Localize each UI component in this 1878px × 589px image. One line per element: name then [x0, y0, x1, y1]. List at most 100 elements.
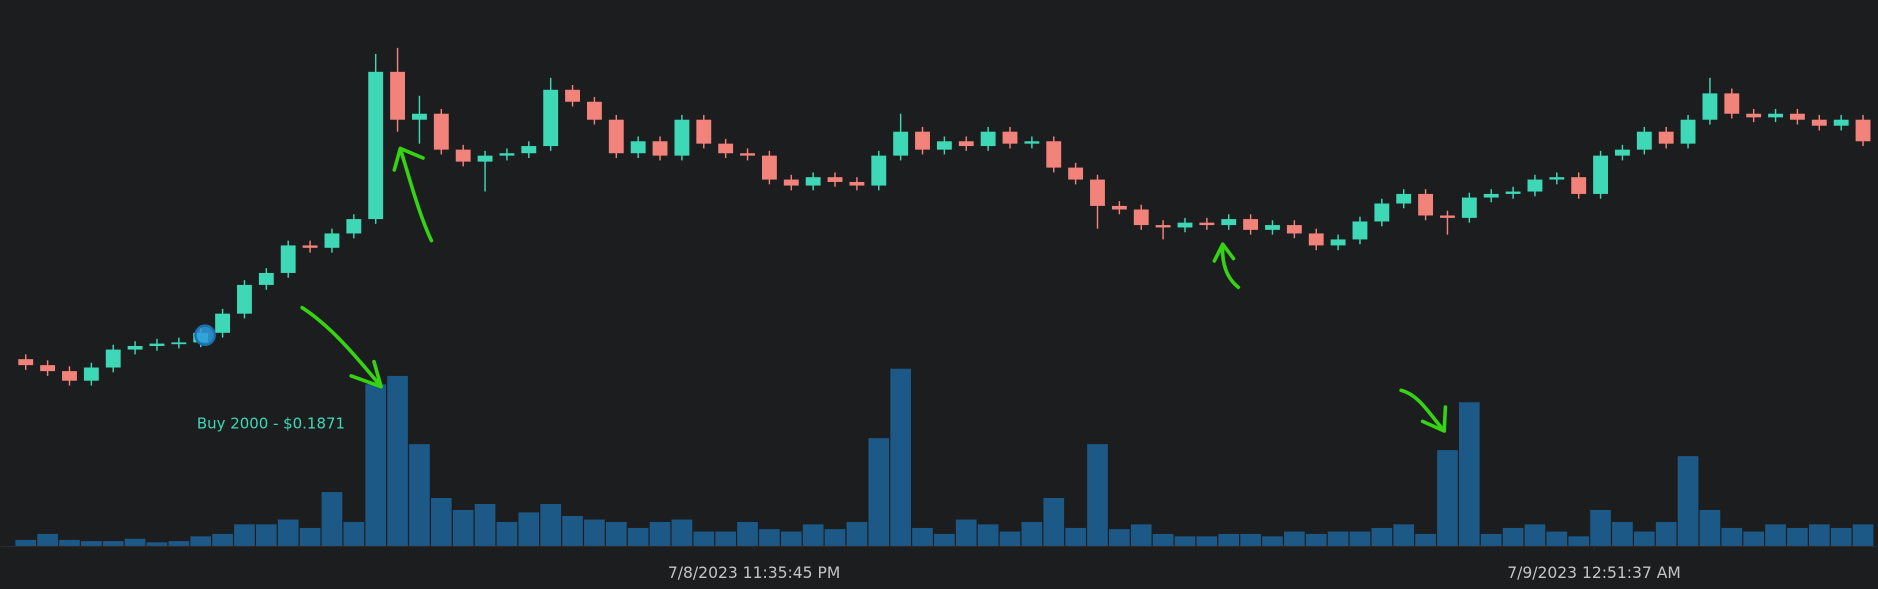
- volume-bar: [955, 519, 977, 546]
- volume-bar: [1196, 536, 1218, 546]
- candle-body: [1221, 219, 1237, 226]
- candle-body: [1177, 222, 1193, 228]
- volume-bar: [1633, 531, 1655, 546]
- candle-body: [1265, 225, 1280, 230]
- volume-bar: [452, 509, 474, 546]
- volume-bar: [802, 524, 824, 546]
- volume-bar: [365, 384, 387, 546]
- candle-body: [652, 141, 668, 156]
- candle-body: [740, 153, 755, 156]
- candle-body: [499, 153, 515, 156]
- volume-bar: [474, 504, 496, 546]
- volume-bar: [1415, 533, 1436, 546]
- volume-bar: [234, 524, 255, 546]
- candle-body: [1308, 233, 1324, 246]
- volume-bar: [1568, 536, 1590, 546]
- volume-bar: [562, 515, 583, 546]
- volume-bar: [890, 368, 911, 546]
- volume-bar: [715, 531, 736, 546]
- candle-body: [1768, 113, 1783, 118]
- volume-bar: [1677, 456, 1699, 546]
- volume-bar: [277, 519, 299, 546]
- arrow: [1399, 388, 1448, 433]
- trade-marker: [194, 324, 216, 346]
- volume-bar: [605, 521, 627, 546]
- volume-bar: [540, 504, 562, 546]
- volume-bar: [737, 521, 758, 546]
- candle-body: [455, 149, 471, 162]
- volume-bar: [496, 521, 518, 546]
- candle-body: [1811, 119, 1827, 126]
- volume-bar: [1065, 527, 1086, 546]
- arrow: [300, 305, 383, 389]
- arrow: [392, 146, 434, 243]
- volume-bar: [1305, 533, 1327, 546]
- candle-body: [1111, 205, 1127, 210]
- candle-body: [171, 342, 187, 345]
- volume-bar: [1787, 527, 1808, 546]
- candle-body: [280, 245, 296, 273]
- candle-body: [565, 89, 580, 102]
- candle-body: [127, 345, 143, 350]
- x-axis: 7/8/2023 11:35:45 PM 7/9/2023 12:51:37 AM: [668, 545, 1681, 582]
- candle-body: [915, 131, 930, 150]
- volume-bar: [299, 527, 321, 546]
- volume-bar: [321, 492, 343, 546]
- annotations: Buy 2000 - $0.1871: [194, 324, 345, 433]
- candle-body: [477, 155, 493, 162]
- volume-bar: [627, 527, 649, 546]
- volume-bar: [37, 533, 58, 546]
- candle-body: [1374, 203, 1390, 222]
- candle-body: [1396, 193, 1412, 204]
- candle-body: [1505, 191, 1521, 194]
- volume-bar: [430, 498, 452, 546]
- volume-bar: [649, 521, 671, 546]
- volume-bar: [1699, 509, 1721, 546]
- volume-bar: [693, 531, 715, 546]
- volume-bar: [1480, 533, 1502, 546]
- trade-label: Buy 2000 - $0.1871: [197, 415, 345, 433]
- candle-body: [18, 359, 34, 366]
- volume-bar: [190, 536, 212, 546]
- candle-body: [958, 141, 974, 147]
- candle-body: [1024, 141, 1040, 144]
- volume-bar: [124, 538, 146, 546]
- volume-bar: [1087, 444, 1108, 546]
- candle-body: [1155, 225, 1171, 228]
- candle-body: [871, 155, 887, 186]
- volume-bar: [671, 519, 693, 546]
- volume-bar: [1240, 533, 1261, 546]
- volume-bar: [1371, 527, 1393, 546]
- candle-body: [1833, 119, 1849, 126]
- candle-body: [586, 101, 602, 120]
- volume-bar: [1174, 536, 1196, 546]
- candle-body: [105, 349, 121, 368]
- volume-bar: [1437, 450, 1458, 546]
- candle-body: [521, 146, 537, 154]
- candle-body: [805, 177, 821, 186]
- candle-body: [1593, 155, 1609, 194]
- volume-bar: [255, 524, 277, 546]
- candle-body: [1090, 179, 1105, 206]
- volume-bar: [409, 444, 430, 546]
- x-tick-label: 7/8/2023 11:35:45 PM: [668, 564, 840, 582]
- candle-body: [980, 131, 996, 147]
- candle-body: [1571, 177, 1587, 194]
- volume-bar: [168, 541, 190, 546]
- candle-body: [1549, 177, 1565, 180]
- candle-body: [849, 181, 865, 186]
- candle-body: [412, 113, 427, 120]
- volume-pane: [15, 368, 1874, 546]
- candle-body: [827, 177, 843, 182]
- volume-bar: [1765, 524, 1786, 546]
- volume-bar: [1458, 402, 1480, 546]
- candle-body: [237, 284, 252, 314]
- volume-bar: [759, 529, 780, 546]
- candle-body: [368, 71, 384, 220]
- candle-body: [1636, 131, 1652, 150]
- volume-bar: [1655, 521, 1677, 546]
- candle-body: [1789, 113, 1805, 120]
